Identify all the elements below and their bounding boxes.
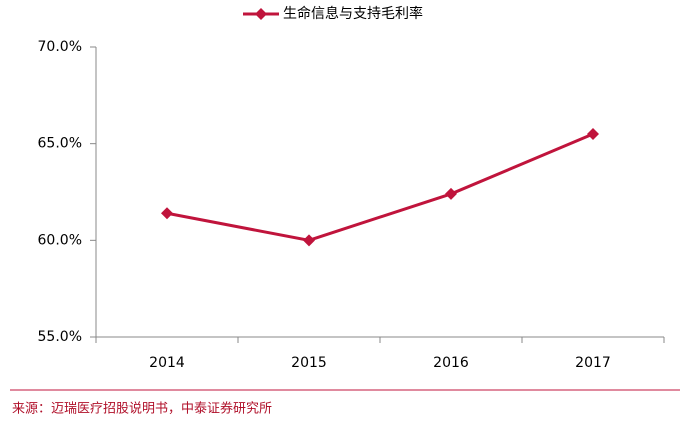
x-tick-label: 2017 xyxy=(575,355,611,371)
y-tick-label: 60.0% xyxy=(38,232,82,248)
y-tick-label: 70.0% xyxy=(38,39,82,55)
point xyxy=(303,234,315,247)
point xyxy=(161,207,173,220)
y-tick-label: 65.0% xyxy=(38,136,82,152)
y-tick-label: 55.0% xyxy=(38,329,82,345)
legend-label: 生命信息与支持毛利率 xyxy=(283,5,423,22)
point xyxy=(445,187,457,200)
point xyxy=(587,128,599,140)
series-line xyxy=(166,132,594,242)
x-tick-label: 2015 xyxy=(291,355,327,371)
legend-marker xyxy=(255,8,267,20)
x-tick-label: 2016 xyxy=(433,355,469,371)
x-tick-label: 2014 xyxy=(149,355,185,371)
source-note: 来源：迈瑞医疗招股说明书，中泰证券研究所 xyxy=(12,401,272,417)
